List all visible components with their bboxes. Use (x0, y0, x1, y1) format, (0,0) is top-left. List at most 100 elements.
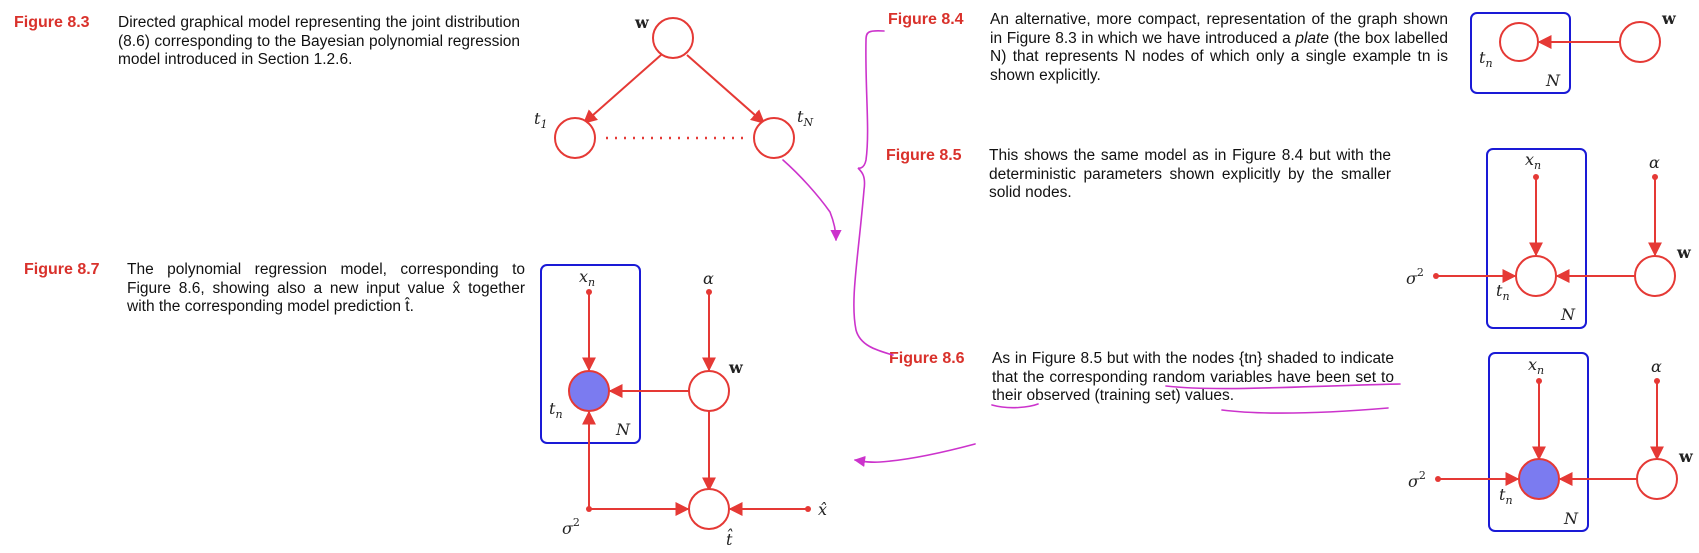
node-w (652, 17, 694, 59)
node-sigma-8-5 (1433, 273, 1439, 279)
node-sigma-8-7 (586, 506, 592, 512)
node-xn-8-6 (1536, 378, 1542, 384)
label-xn-8-5: xn (1525, 150, 1541, 172)
figure-8-3-caption-text: Directed graphical model representing th… (118, 14, 520, 68)
figure-8-3-diagram: w t1 tN (534, 13, 813, 159)
annotation-arrow-to-8-5 (782, 159, 842, 242)
figure-8-7-label: Figure 8.7 (24, 261, 100, 278)
label-sigma-8-7-main: σ (562, 519, 574, 538)
label-xn-8-6: xn (1528, 355, 1544, 377)
figure-8-6-diagram: xn α w σ2 tn N (1408, 352, 1694, 532)
label-sigma-8-7-sup: 2 (573, 516, 580, 529)
label-tn-8-6-main: t (1499, 485, 1506, 504)
label-t1: t1 (534, 109, 547, 131)
figure-8-4-label: Figure 8.4 (888, 11, 964, 28)
label-w-8-6: w (1678, 447, 1694, 466)
label-N-8-7: N (615, 420, 631, 439)
plate-8-5 (1486, 148, 1587, 329)
label-tn-8-6-sub: n (1505, 494, 1512, 507)
label-tn-8-7-sub: n (555, 408, 562, 421)
node-alpha-8-6 (1654, 378, 1660, 384)
label-xn-8-7-main: x (579, 267, 588, 286)
label-tN-sub: N (802, 116, 813, 129)
node-xhat-8-7 (805, 506, 811, 512)
node-w-8-7 (688, 370, 730, 412)
node-tn-8-4 (1499, 22, 1539, 62)
figure-8-6-label: Figure 8.6 (889, 350, 965, 367)
label-t1-sub: 1 (540, 118, 547, 131)
label-tn-8-5-sub: n (1502, 290, 1509, 303)
label-sigma-8-7: σ2 (562, 516, 580, 538)
node-tn-observed-8-6 (1518, 458, 1560, 500)
label-sigma-8-6-sup: 2 (1419, 469, 1426, 482)
edge-w-t1 (582, 54, 662, 124)
figure-8-5-caption-text: This shows the same model as in Figure 8… (989, 147, 1391, 201)
label-sigma-8-5-main: σ (1406, 269, 1418, 288)
label-xn-8-7: xn (579, 267, 595, 289)
label-xn-8-6-main: x (1528, 355, 1537, 374)
handwritten-annotations (782, 29, 1401, 467)
label-alpha-8-5: α (1649, 153, 1660, 172)
figure-8-4-caption: An alternative, more compact, representa… (990, 11, 1448, 85)
label-tn-8-4: tn (1479, 48, 1493, 70)
label-xn-8-5-main: x (1525, 150, 1534, 169)
annotation-underline-corresponding (1165, 383, 1401, 390)
plate-8-6 (1488, 352, 1589, 532)
figure-8-5-diagram: xn α w σ2 tn N (1406, 148, 1692, 329)
label-xn-8-7-sub: n (588, 276, 595, 289)
label-tn-8-4-main: t (1479, 48, 1486, 67)
figure-8-3-label: Figure 8.3 (14, 14, 90, 31)
figure-8-7-caption-text: The polynomial regression model, corresp… (127, 261, 525, 315)
label-tn-8-5-main: t (1496, 281, 1503, 300)
figure-8-7-diagram: xn α w tn N σ2 x̂ t̂ (540, 264, 827, 549)
label-tn-8-7-main: t (549, 399, 556, 418)
figure-8-4-caption-pre: An alternative, more compact, representa… (990, 11, 1448, 47)
node-w-8-4 (1619, 21, 1661, 63)
label-w: w (634, 13, 650, 32)
node-alpha-8-5 (1652, 174, 1658, 180)
figure-8-7-caption: The polynomial regression model, corresp… (127, 261, 525, 317)
label-sigma-8-5-sup: 2 (1417, 266, 1424, 279)
label-N-8-6: N (1563, 509, 1579, 528)
annotation-arrow-to-8-7 (853, 443, 976, 467)
label-tN: tN (797, 107, 813, 129)
plate-8-7 (540, 264, 641, 444)
label-xhat-8-7: x̂ (818, 500, 827, 519)
label-alpha-8-6: α (1651, 357, 1662, 376)
label-w-8-4: w (1661, 9, 1677, 28)
node-tn-observed-8-7 (568, 370, 610, 412)
node-xn-8-5 (1533, 174, 1539, 180)
node-alpha-8-7 (706, 289, 712, 295)
label-N-8-4: N (1545, 71, 1561, 90)
label-N-8-5: N (1560, 305, 1576, 324)
label-t1-main: t (534, 109, 541, 128)
annotation-bracket (853, 29, 894, 356)
edge-w-tN (686, 54, 766, 124)
figure-8-6-caption-text: As in Figure 8.5 but with the nodes {tn}… (992, 350, 1394, 404)
label-tN-main: t (797, 107, 804, 126)
node-tn-8-5 (1515, 255, 1557, 297)
label-sigma-8-5: σ2 (1406, 266, 1424, 288)
figure-8-6-caption: As in Figure 8.5 but with the nodes {tn}… (992, 350, 1394, 406)
node-that-8-7 (688, 488, 730, 530)
node-t1 (554, 117, 596, 159)
label-tn-8-7: tn (549, 399, 563, 421)
label-sigma-8-6: σ2 (1408, 469, 1426, 491)
annotation-underline-ables (991, 403, 1039, 409)
figure-8-4-caption-post: (the box labelled N) that represents N n… (990, 29, 1448, 84)
label-that-8-7: t̂ (726, 529, 733, 549)
node-xn-8-7 (586, 289, 592, 295)
annotation-underline-observed (1221, 407, 1389, 414)
figure-8-5-label: Figure 8.5 (886, 147, 962, 164)
label-sigma-8-6-main: σ (1408, 472, 1420, 491)
label-w-8-5: w (1676, 243, 1692, 262)
label-tn-8-6: tn (1499, 485, 1513, 507)
label-alpha-8-7: α (703, 269, 714, 288)
figure-8-4-caption-em: plate (1295, 29, 1329, 47)
plate-8-4 (1470, 12, 1571, 94)
label-xn-8-5-sub: n (1534, 159, 1541, 172)
node-w-8-6 (1636, 458, 1678, 500)
label-tn-8-4-sub: n (1485, 57, 1492, 70)
node-w-8-5 (1634, 255, 1676, 297)
